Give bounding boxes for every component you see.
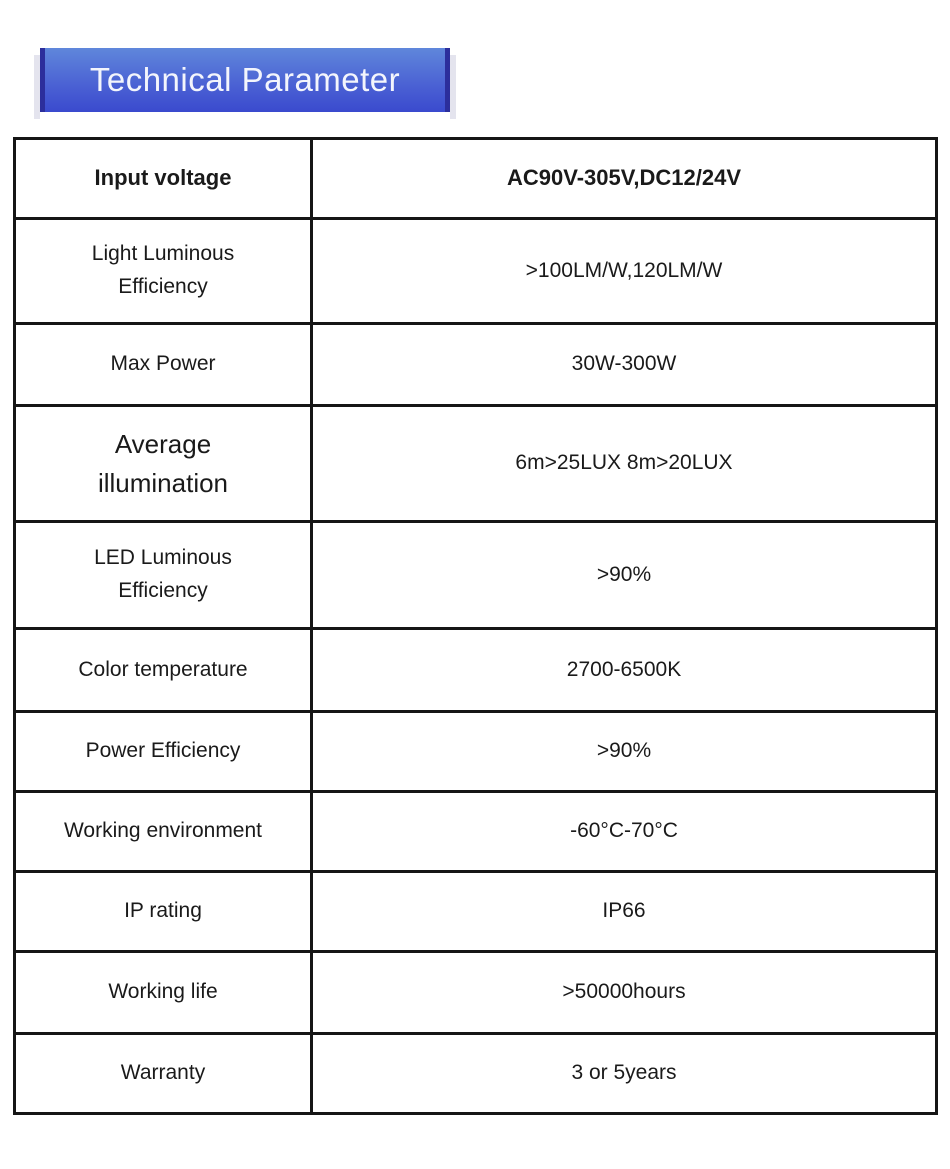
table-row: Average illumination 6m>25LUX 8m>20LUX [13,404,938,523]
spec-value: >100LM/W,120LM/W [310,217,938,325]
spec-label: IP rating [13,870,313,953]
spec-table: Input voltage AC90V-305V,DC12/24V Light … [13,137,938,1115]
spec-label: Max Power [13,322,313,407]
page-title: Technical Parameter [89,61,401,98]
spec-value: IP66 [310,870,938,953]
spec-value: 2700-6500K [310,627,938,713]
spec-label: Light Luminous Efficiency [13,217,313,325]
spec-value: -60°C-70°C [310,790,938,873]
spec-value: >50000hours [310,950,938,1035]
spec-label: Warranty [13,1032,313,1115]
spec-label: Average illumination [13,404,313,523]
section-title-banner: Technical Parameter [34,48,456,119]
table-row: Input voltage AC90V-305V,DC12/24V [13,137,938,220]
spec-value: 30W-300W [310,322,938,407]
spec-label: Working life [13,950,313,1035]
spec-label: Color temperature [13,627,313,713]
table-row: IP rating IP66 [13,870,938,953]
table-row: Warranty 3 or 5years [13,1032,938,1115]
table-row: Max Power 30W-300W [13,322,938,407]
table-row: Working environment -60°C-70°C [13,790,938,873]
spec-value: 6m>25LUX 8m>20LUX [310,404,938,523]
spec-label: Working environment [13,790,313,873]
spec-label: Input voltage [13,137,313,220]
table-row: Power Efficiency >90% [13,710,938,793]
spec-value: >90% [310,710,938,793]
spec-label: Power Efficiency [13,710,313,793]
spec-value: >90% [310,520,938,630]
table-row: LED Luminous Efficiency >90% [13,520,938,630]
table-row: Color temperature 2700-6500K [13,627,938,713]
table-row: Working life >50000hours [13,950,938,1035]
table-row: Light Luminous Efficiency >100LM/W,120LM… [13,217,938,325]
spec-value: 3 or 5years [310,1032,938,1115]
spec-label: LED Luminous Efficiency [13,520,313,630]
spec-value: AC90V-305V,DC12/24V [310,137,938,220]
